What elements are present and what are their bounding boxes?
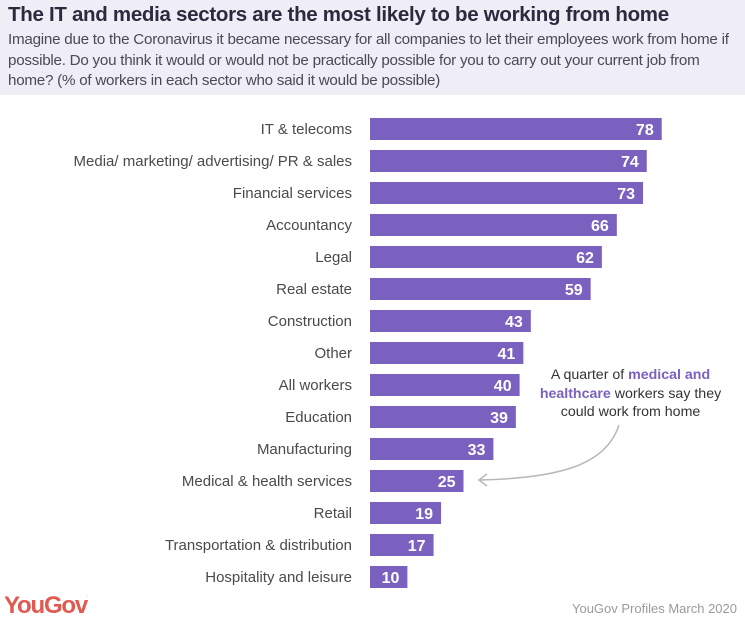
value-label: 43: [505, 314, 523, 331]
category-label: All workers: [279, 377, 352, 394]
category-label: IT & telecoms: [261, 121, 352, 138]
bar: [370, 310, 531, 332]
value-label: 59: [565, 282, 583, 299]
chart-subtitle: Imagine due to the Coronavirus it became…: [8, 31, 729, 89]
annotation-suffix: workers say they could work from home: [560, 385, 722, 421]
value-label: 78: [636, 122, 654, 139]
category-label: Education: [285, 409, 352, 426]
category-label: Transportation & distribution: [165, 537, 352, 554]
category-label: Other: [314, 345, 352, 362]
bar: [370, 246, 602, 268]
annotation-highlight: medical and healthcare: [539, 367, 711, 402]
annotation: A quarter of medical and healthcare work…: [528, 366, 733, 422]
annotation-prefix: A quarter of: [550, 367, 629, 383]
category-label: Retail: [314, 505, 352, 522]
chart-title: The IT and media sectors are the most li…: [8, 3, 669, 26]
value-label: 41: [498, 346, 516, 363]
value-label: 40: [494, 378, 512, 395]
value-label: 39: [490, 410, 508, 427]
bar: [370, 214, 617, 236]
value-label: 10: [382, 570, 400, 587]
category-label: Manufacturing: [257, 441, 352, 458]
category-label: Accountancy: [266, 217, 352, 234]
bar: [370, 182, 644, 204]
bar: [370, 374, 520, 396]
annotation-arrowhead-icon: [477, 473, 488, 487]
value-label: 33: [468, 442, 486, 459]
source-note: YouGov Profiles March 2020: [571, 601, 737, 616]
category-label: Legal: [315, 249, 352, 266]
bar: [370, 150, 647, 172]
bar: [370, 118, 662, 140]
value-label: 19: [415, 506, 433, 523]
value-label: 17: [408, 538, 426, 555]
bar: [370, 502, 442, 524]
bar: [370, 278, 591, 300]
value-label: 73: [617, 186, 635, 203]
category-label: Real estate: [276, 281, 352, 298]
header: The IT and media sectors are the most li…: [0, 0, 745, 95]
bar: [370, 534, 434, 556]
bar: [370, 342, 524, 364]
bar: [370, 470, 464, 492]
value-label: 62: [576, 250, 594, 267]
value-label: 74: [621, 154, 639, 171]
category-label: Medical & health services: [182, 473, 352, 490]
yougov-logo: YouGov.: [4, 592, 89, 619]
bar: [370, 406, 516, 428]
category-label: Construction: [268, 313, 352, 330]
logo-text: YouGov: [4, 592, 88, 619]
annotation-arrow: [479, 424, 620, 481]
category-label: Financial services: [233, 185, 352, 202]
value-label: 66: [591, 218, 609, 235]
category-label: Hospitality and leisure: [205, 569, 352, 586]
category-label: Media/ marketing/ advertising/ PR & sale…: [74, 153, 352, 170]
value-label: 25: [438, 474, 456, 491]
bar: [370, 438, 494, 460]
bar: [370, 566, 408, 588]
